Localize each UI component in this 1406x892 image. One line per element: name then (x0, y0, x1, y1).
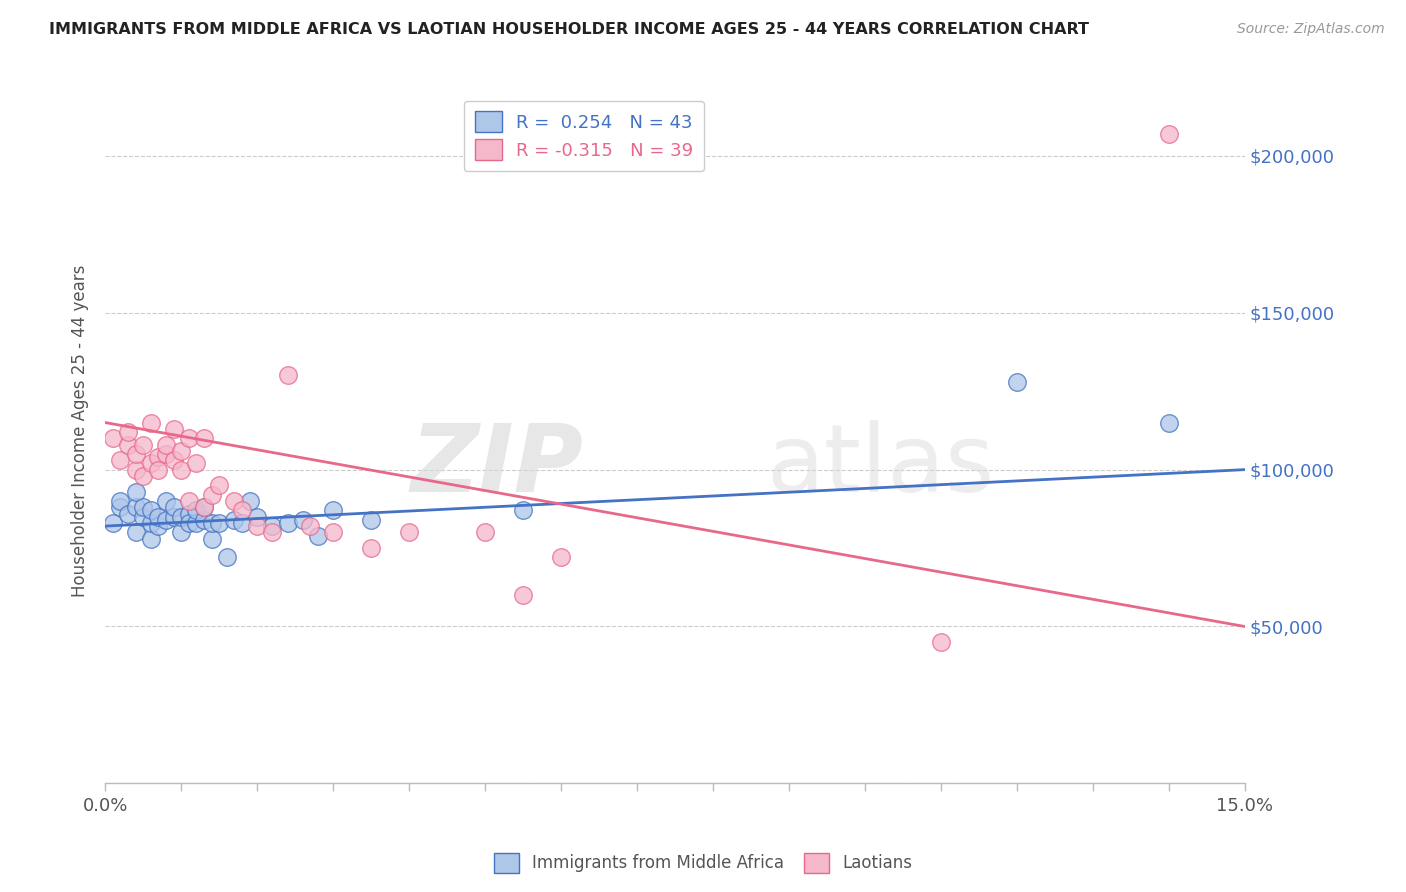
Point (162, 453, 184, 467)
Point (117, 507, 139, 521)
Point (177, 494, 200, 508)
Point (110, 453, 132, 467)
Point (110, 494, 132, 508)
Point (132, 469, 155, 483)
Point (186, 516, 208, 530)
Point (148, 519, 170, 533)
Point (132, 509, 155, 524)
Point (162, 500, 184, 515)
Point (224, 513, 246, 527)
Point (231, 503, 253, 517)
Point (262, 519, 284, 533)
Text: ZIP: ZIP (411, 420, 583, 512)
Point (170, 443, 193, 458)
Point (177, 516, 200, 530)
Point (124, 462, 146, 476)
Point (110, 500, 132, 515)
Point (162, 509, 184, 524)
Point (155, 513, 177, 527)
Point (101, 516, 124, 530)
Point (322, 525, 344, 540)
Point (177, 507, 200, 521)
Point (148, 509, 170, 524)
Point (215, 550, 238, 565)
Point (322, 503, 344, 517)
Point (208, 516, 231, 530)
Point (246, 519, 269, 533)
Point (117, 437, 139, 451)
Point (186, 503, 208, 517)
Point (193, 500, 215, 515)
Point (360, 513, 382, 527)
Point (124, 525, 146, 540)
Point (398, 525, 420, 540)
Point (277, 368, 299, 383)
Point (139, 532, 162, 546)
Point (360, 541, 382, 555)
Point (208, 478, 231, 492)
Text: atlas: atlas (766, 420, 994, 512)
Text: IMMIGRANTS FROM MIDDLE AFRICA VS LAOTIAN HOUSEHOLDER INCOME AGES 25 - 44 YEARS C: IMMIGRANTS FROM MIDDLE AFRICA VS LAOTIAN… (49, 22, 1090, 37)
Point (139, 503, 162, 517)
Point (170, 509, 193, 524)
Point (117, 425, 139, 439)
Legend: Immigrants from Middle Africa, Laotians: Immigrants from Middle Africa, Laotians (486, 847, 920, 880)
Y-axis label: Householder Income Ages 25 - 44 years: Householder Income Ages 25 - 44 years (72, 264, 89, 597)
Point (1157, 127, 1180, 141)
Point (155, 447, 177, 461)
Point (550, 550, 572, 565)
Point (262, 525, 284, 540)
Point (155, 437, 177, 451)
Point (132, 437, 155, 451)
Point (929, 635, 952, 649)
Point (299, 519, 322, 533)
Text: Source: ZipAtlas.com: Source: ZipAtlas.com (1237, 22, 1385, 37)
Point (162, 422, 184, 436)
Point (148, 450, 170, 464)
Point (512, 503, 534, 517)
Point (170, 462, 193, 476)
Point (246, 509, 269, 524)
Point (177, 431, 200, 445)
Point (170, 525, 193, 540)
Legend: R =  0.254   N = 43, R = -0.315   N = 39: R = 0.254 N = 43, R = -0.315 N = 39 (464, 101, 704, 171)
Point (238, 494, 260, 508)
Point (291, 513, 314, 527)
Point (148, 462, 170, 476)
Point (186, 456, 208, 470)
Point (139, 416, 162, 430)
Point (132, 500, 155, 515)
Point (193, 513, 215, 527)
Point (277, 516, 299, 530)
Point (124, 484, 146, 499)
Point (307, 528, 329, 542)
Point (193, 500, 215, 515)
Point (1005, 375, 1028, 389)
Point (224, 494, 246, 508)
Point (139, 456, 162, 470)
Point (200, 488, 222, 502)
Point (1157, 416, 1180, 430)
Point (124, 447, 146, 461)
Point (155, 494, 177, 508)
Point (193, 431, 215, 445)
Point (139, 516, 162, 530)
Point (512, 588, 534, 602)
Point (474, 525, 496, 540)
Point (200, 532, 222, 546)
Point (200, 516, 222, 530)
Point (101, 431, 124, 445)
Point (124, 500, 146, 515)
Point (231, 516, 253, 530)
